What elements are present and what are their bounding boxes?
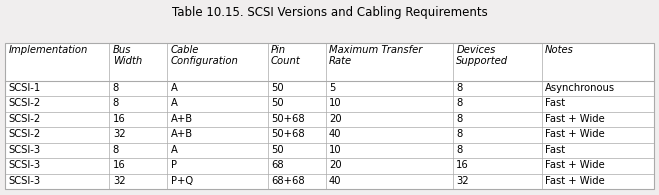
Text: Fast: Fast [545, 98, 565, 108]
Text: 50: 50 [271, 83, 283, 93]
Text: 20: 20 [329, 114, 341, 124]
Text: P+Q: P+Q [171, 176, 193, 186]
Text: SCSI-2: SCSI-2 [9, 114, 41, 124]
Text: 32: 32 [456, 176, 469, 186]
Text: SCSI-3: SCSI-3 [9, 145, 41, 155]
Text: P: P [171, 160, 177, 170]
Text: 10: 10 [329, 98, 341, 108]
Text: A: A [171, 98, 177, 108]
Text: A: A [171, 83, 177, 93]
Text: 8: 8 [456, 145, 463, 155]
Text: 8: 8 [456, 129, 463, 139]
Text: 10: 10 [329, 145, 341, 155]
Text: 16: 16 [113, 114, 125, 124]
Bar [5, 43, 654, 189]
Text: SCSI-3: SCSI-3 [9, 176, 41, 186]
Text: 16: 16 [456, 160, 469, 170]
Text: 50+68: 50+68 [271, 129, 304, 139]
Text: Maximum Transfer
Rate: Maximum Transfer Rate [329, 45, 422, 66]
Text: 8: 8 [113, 145, 119, 155]
Text: 32: 32 [113, 129, 125, 139]
Text: SCSI-2: SCSI-2 [9, 129, 41, 139]
Text: 68+68: 68+68 [271, 176, 304, 186]
Text: A: A [171, 145, 177, 155]
Text: Fast: Fast [545, 145, 565, 155]
Text: 32: 32 [113, 176, 125, 186]
Text: 50: 50 [271, 98, 283, 108]
Text: Fast + Wide: Fast + Wide [545, 160, 605, 170]
Text: SCSI-1: SCSI-1 [9, 83, 41, 93]
Text: 68: 68 [271, 160, 283, 170]
Text: 8: 8 [113, 98, 119, 108]
Text: Bus
Width: Bus Width [113, 45, 142, 66]
Text: 20: 20 [329, 160, 341, 170]
Text: 50: 50 [271, 145, 283, 155]
Text: Table 10.15. SCSI Versions and Cabling Requirements: Table 10.15. SCSI Versions and Cabling R… [171, 6, 488, 19]
Text: A+B: A+B [171, 114, 193, 124]
Text: 50+68: 50+68 [271, 114, 304, 124]
Text: Cable
Configuration: Cable Configuration [171, 45, 239, 66]
Text: 40: 40 [329, 176, 341, 186]
Text: Asynchronous: Asynchronous [545, 83, 616, 93]
Text: 8: 8 [456, 83, 463, 93]
Text: SCSI-2: SCSI-2 [9, 98, 41, 108]
Text: Pin
Count: Pin Count [271, 45, 301, 66]
Text: 8: 8 [456, 98, 463, 108]
Text: Fast + Wide: Fast + Wide [545, 129, 605, 139]
Text: 16: 16 [113, 160, 125, 170]
Text: Fast + Wide: Fast + Wide [545, 114, 605, 124]
Bar [5, 43, 654, 189]
Text: 5: 5 [329, 83, 335, 93]
Text: SCSI-3: SCSI-3 [9, 160, 41, 170]
Text: A+B: A+B [171, 129, 193, 139]
Text: Devices
Supported: Devices Supported [456, 45, 509, 66]
Text: Fast + Wide: Fast + Wide [545, 176, 605, 186]
Text: 8: 8 [113, 83, 119, 93]
Text: 40: 40 [329, 129, 341, 139]
Text: Implementation: Implementation [9, 45, 88, 55]
Text: Notes: Notes [545, 45, 574, 55]
Text: 8: 8 [456, 114, 463, 124]
